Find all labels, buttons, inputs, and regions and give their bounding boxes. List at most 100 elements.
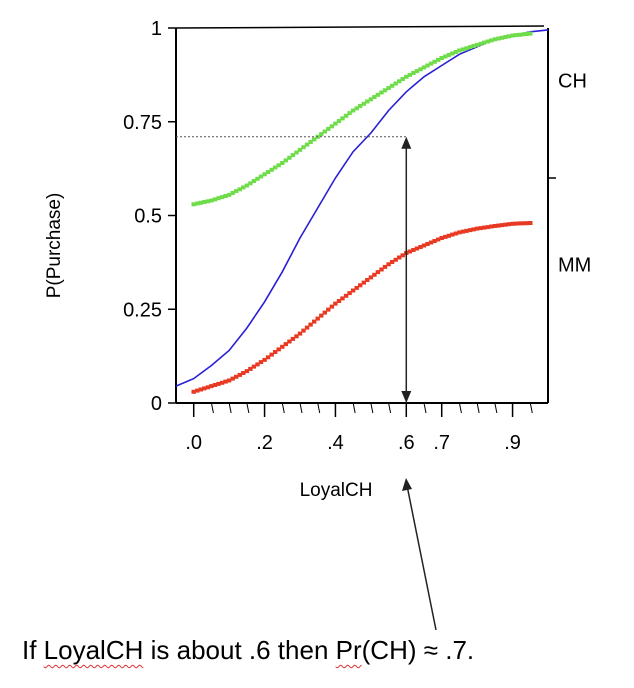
x-minor-tick-mark <box>388 402 392 414</box>
region-label-ch: CH <box>558 71 587 93</box>
data-point <box>336 299 342 303</box>
series-line <box>175 29 549 387</box>
data-point <box>400 253 405 258</box>
data-point <box>389 83 395 88</box>
data-point <box>237 187 242 192</box>
data-point <box>262 357 267 362</box>
data-point <box>347 291 352 296</box>
data-point <box>485 39 490 44</box>
data-point <box>492 224 498 228</box>
x-axis-ticks: .0 .2 .4 .6 .7 .9 <box>185 402 533 454</box>
data-point <box>350 288 356 293</box>
data-point <box>446 53 451 57</box>
data-point <box>521 221 526 226</box>
data-point <box>319 313 324 318</box>
data-point <box>443 54 448 59</box>
data-point <box>294 334 299 339</box>
x-minor-tick-mark <box>246 402 250 414</box>
data-point <box>393 81 398 86</box>
data-point <box>290 336 296 341</box>
data-point <box>467 228 473 233</box>
data-point <box>478 226 483 231</box>
caption-text-end: (CH) ≈ .7. <box>361 635 475 665</box>
data-point <box>439 56 444 60</box>
data-point <box>205 385 211 390</box>
x-tick-label: .2 <box>256 432 273 454</box>
data-point <box>219 195 225 200</box>
data-point <box>226 192 232 197</box>
data-point <box>521 32 526 37</box>
data-point <box>474 226 480 231</box>
data-point <box>460 47 466 52</box>
data-point <box>478 41 483 46</box>
data-point <box>315 316 320 321</box>
data-point <box>407 72 412 77</box>
data-point <box>407 249 412 254</box>
data-point <box>517 221 522 226</box>
y-axis-ticks: 0 0.25 0.5 0.75 1 <box>123 18 176 415</box>
data-point <box>432 239 437 243</box>
x-tick-label: .7 <box>433 432 450 454</box>
x-minor-tick-mark <box>317 402 321 414</box>
data-point <box>258 360 264 365</box>
data-point <box>485 225 490 230</box>
data-point <box>513 33 519 38</box>
arrowhead-down <box>401 391 412 403</box>
data-point <box>358 104 363 108</box>
data-point <box>297 331 303 336</box>
data-point <box>492 37 498 42</box>
plot-top-border <box>175 25 545 29</box>
data-point <box>333 301 338 306</box>
data-point <box>418 245 423 249</box>
data-point <box>269 352 274 357</box>
data-point <box>450 232 455 237</box>
x-minor-tick-mark <box>370 402 374 414</box>
data-point <box>216 381 221 386</box>
data-point <box>528 31 533 36</box>
x-minor-tick-mark <box>494 402 498 414</box>
x-tick-label: .6 <box>398 432 415 454</box>
y-tick-label: 0.5 <box>134 206 162 228</box>
data-point <box>428 61 434 66</box>
data-point <box>436 57 441 62</box>
y-tick-label: 0.75 <box>123 112 162 134</box>
data-point <box>322 310 327 315</box>
data-point <box>319 132 324 137</box>
data-point <box>322 129 327 134</box>
data-point <box>450 51 455 56</box>
data-point <box>503 35 508 39</box>
data-point <box>489 224 494 229</box>
x-minor-tick-mark <box>423 402 427 414</box>
x-axis-title: LoyalCH <box>300 480 373 501</box>
x-minor-tick-mark <box>228 402 232 414</box>
data-point <box>482 225 487 230</box>
data-point <box>354 106 359 111</box>
x-minor-tick-mark <box>458 402 462 414</box>
data-point <box>411 248 416 252</box>
data-point <box>333 121 338 126</box>
data-point <box>372 272 377 277</box>
data-point <box>436 237 441 242</box>
data-point <box>241 371 246 375</box>
data-point <box>301 328 306 333</box>
data-point <box>265 355 271 360</box>
data-point <box>237 372 242 377</box>
pointer-arrowhead <box>402 478 412 491</box>
data-point <box>528 221 533 225</box>
data-point <box>386 86 391 90</box>
data-point <box>308 140 313 144</box>
data-point <box>517 32 522 37</box>
data-point <box>205 199 211 204</box>
data-point <box>347 111 352 116</box>
data-point <box>496 223 501 228</box>
data-point <box>329 304 335 309</box>
data-point <box>414 246 420 251</box>
data-point <box>312 137 317 142</box>
data-point <box>329 124 335 129</box>
data-point <box>251 364 257 369</box>
data-point <box>457 48 462 53</box>
y-tick-label: 1 <box>151 18 162 40</box>
data-point <box>499 223 505 228</box>
data-point <box>379 267 384 272</box>
data-point <box>304 142 310 147</box>
